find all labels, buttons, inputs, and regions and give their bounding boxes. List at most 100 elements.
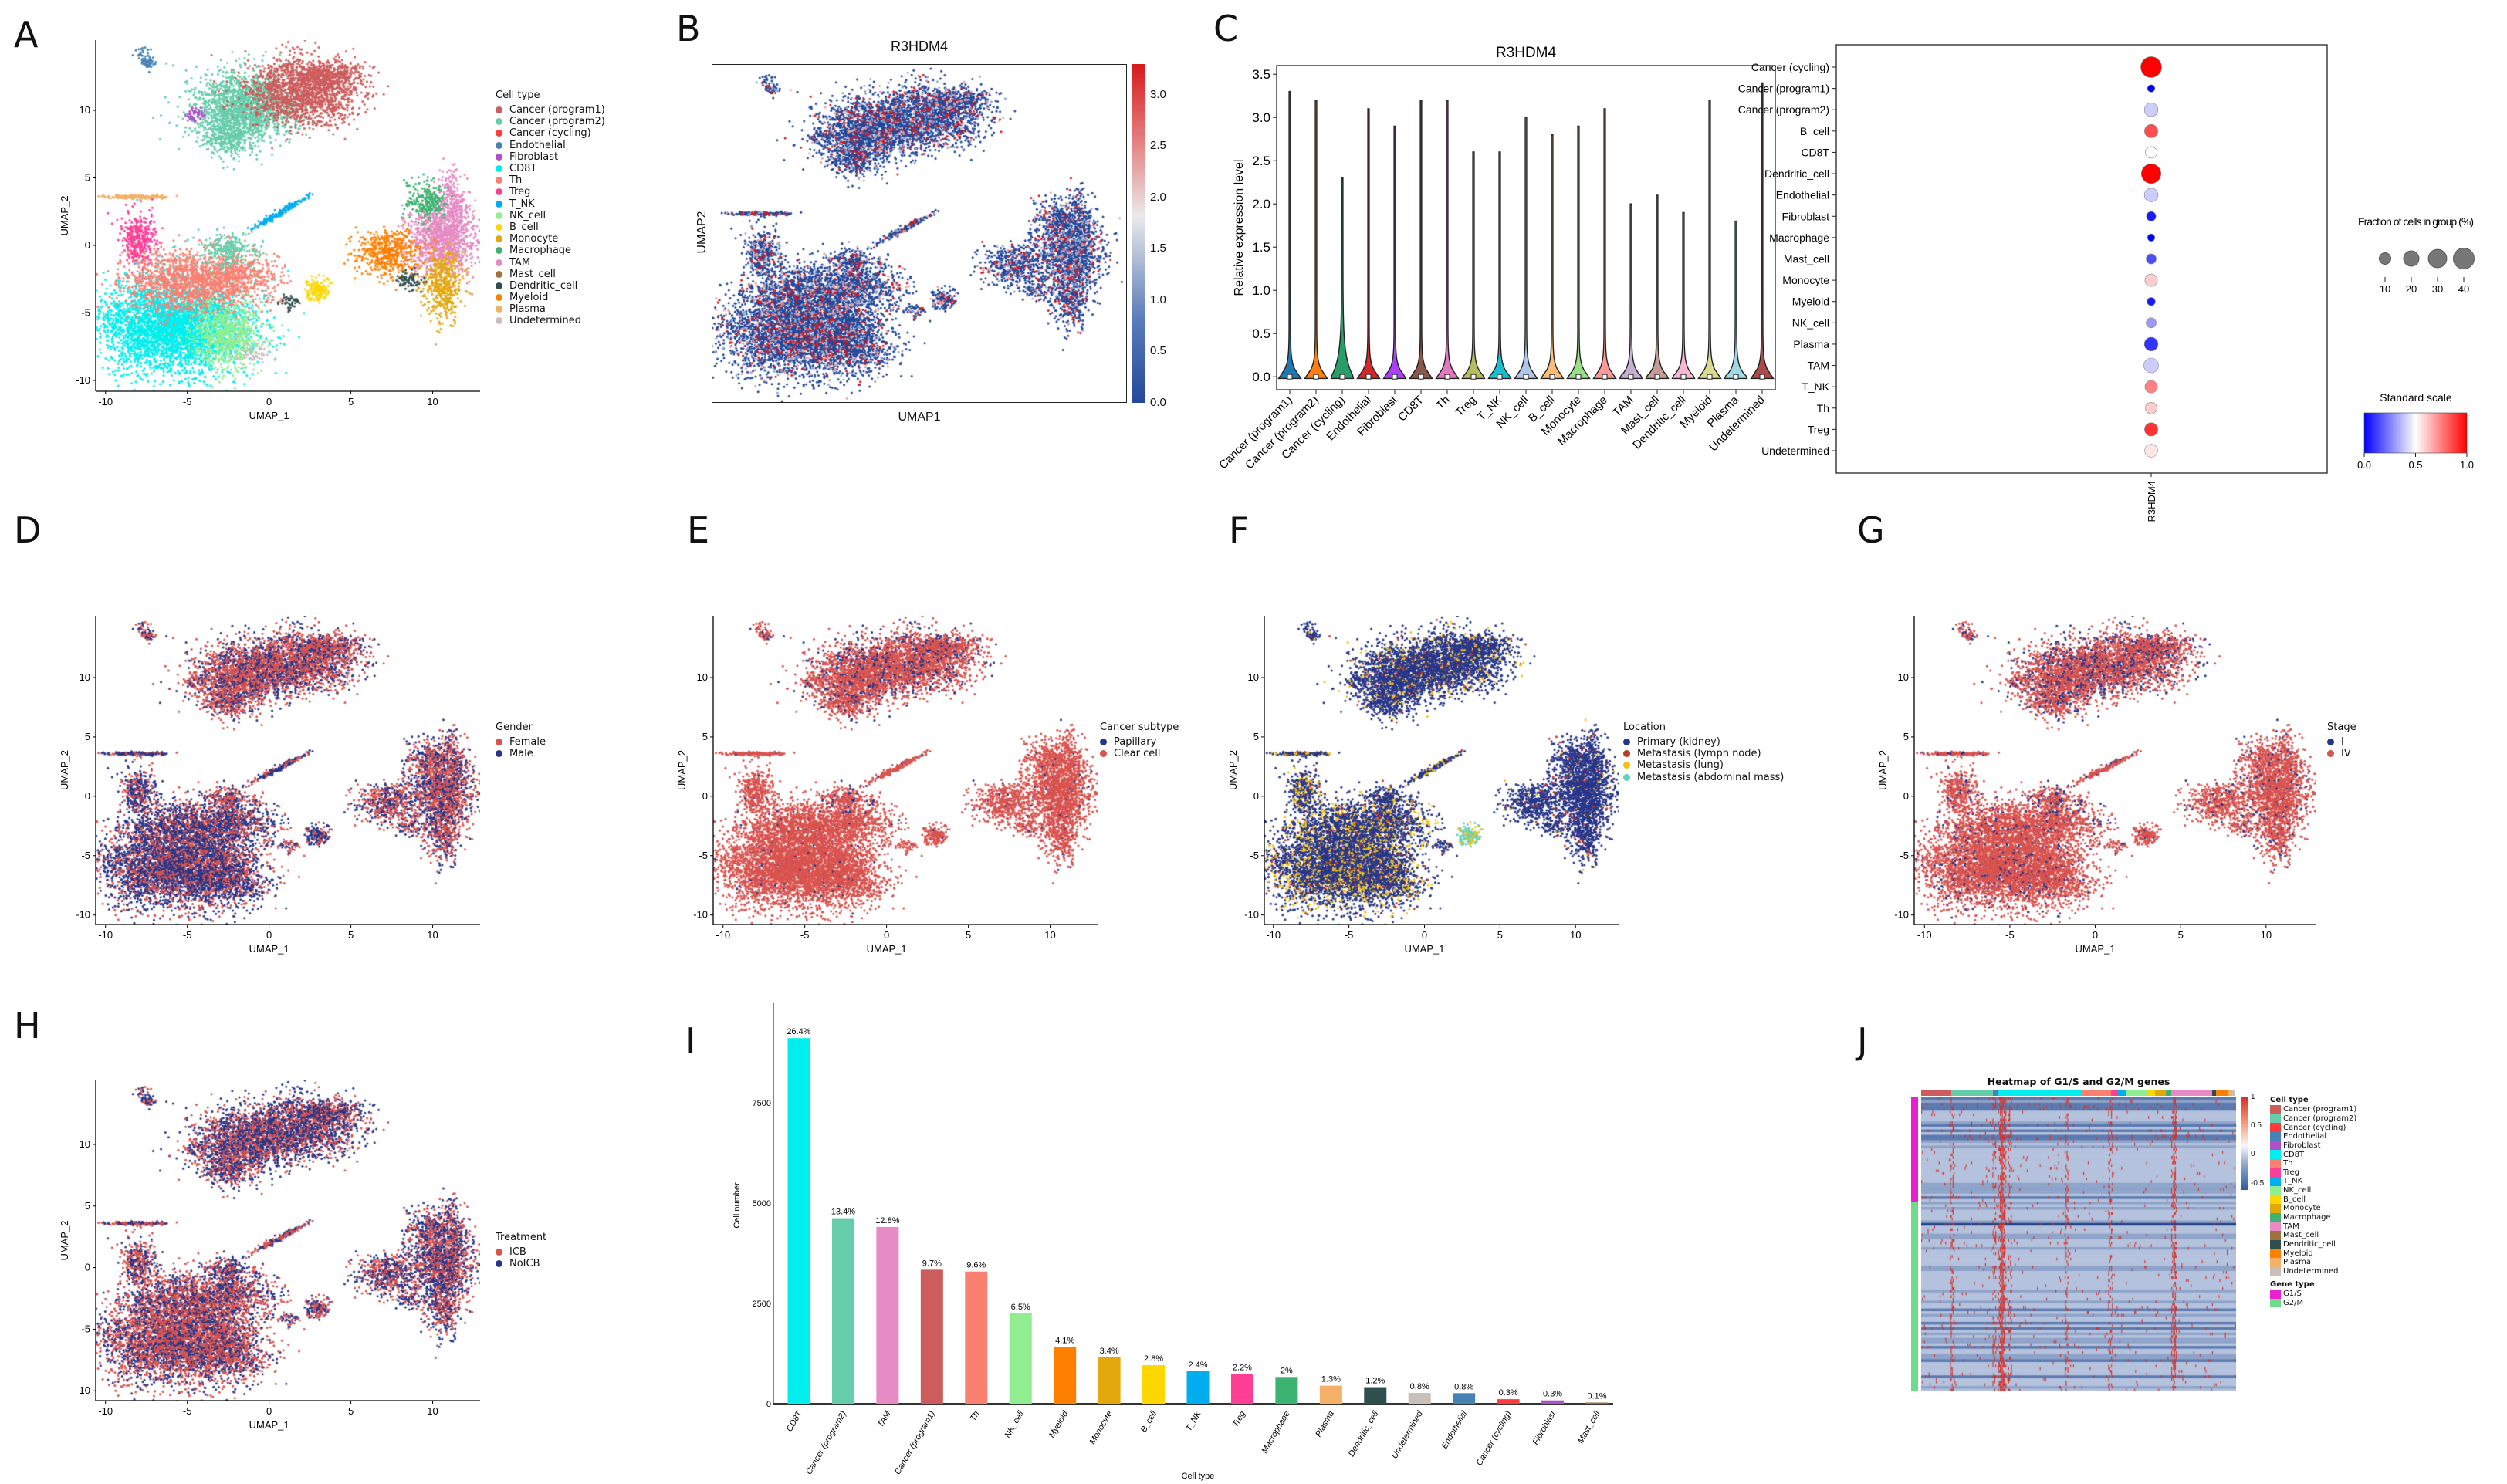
legend-swatch: [2270, 1195, 2281, 1205]
violin-median-box: [1313, 374, 1319, 380]
x-axis-label: UMAP_1: [1404, 943, 1444, 955]
dot-5: [2140, 164, 2162, 184]
y-tick-label: 2.5: [1252, 154, 1270, 168]
size-legend-dot: [2378, 252, 2392, 265]
violin-5: [1409, 100, 1433, 380]
legend-label: Mast_cell: [2283, 1231, 2319, 1240]
legend-label: Th: [509, 174, 523, 187]
x-tick-label: Monocyte: [1088, 1410, 1114, 1446]
bar-value-label: 26.4%: [787, 1027, 810, 1036]
legend-label: Cancer (cycling): [2283, 1123, 2346, 1132]
dot-17: [2144, 422, 2158, 437]
y-tick-label: Plasma: [1793, 338, 1829, 350]
violin-median-box: [1707, 374, 1713, 380]
y-tick-label: -10: [76, 374, 90, 386]
bar-4: [965, 1271, 988, 1404]
annotation-segment: [2118, 1090, 2126, 1096]
violin-0: [1277, 90, 1302, 380]
bar-10: [1230, 1374, 1254, 1404]
colorbar-tick-label: 2.5: [1150, 139, 1166, 153]
violin-median-box: [1392, 374, 1398, 380]
x-tick-label: Undetermined: [1390, 1409, 1425, 1461]
dot-7: [2146, 211, 2157, 221]
legend-title: Cancer subtype: [1100, 722, 1179, 733]
y-tick-label: 0.5: [1252, 326, 1270, 341]
legend-label: Cancer (program2): [2283, 1114, 2357, 1123]
legend-title: Cell type: [496, 90, 540, 101]
location-legend: Location Primary (kidney) Metastasis (lymp…: [1623, 722, 1784, 783]
panel-label-b: B: [676, 8, 701, 49]
legend-swatch: [2270, 1204, 2281, 1213]
dot-0: [2140, 56, 2162, 78]
legend-item: Cancer (program1): [496, 104, 605, 116]
bar-chart: 0 2500 5000 7500 Cell number 26.4% CD8T 13.4% Ca…: [732, 1003, 1613, 1481]
bar-5: [1009, 1313, 1032, 1404]
legend-swatch: [496, 235, 502, 243]
x-tick-label: -10: [98, 929, 113, 941]
violin-median-box: [1575, 374, 1582, 380]
bar-value-label: 2.2%: [1233, 1363, 1252, 1372]
x-tick-label: T_NK: [1184, 1409, 1203, 1433]
legend-label: Male: [509, 748, 533, 760]
bar-value-label: 13.4%: [831, 1208, 855, 1217]
y-tick-label: -10: [76, 909, 90, 921]
umap-points: [713, 616, 1098, 925]
legend-label: CD8T: [2283, 1150, 2305, 1159]
heatmap-colorbar-tick: -0.5: [2251, 1179, 2265, 1188]
bar-9: [1186, 1371, 1210, 1404]
umap-celltype-plot: -10 -5 0 5 10 10 5 0 -5 -10 UMAP_1 UMAP_2: [59, 40, 480, 421]
annotation-segment: [1998, 1090, 2082, 1096]
legend-swatch: [2270, 1114, 2281, 1124]
y-axis-label: Cell number: [732, 1182, 742, 1229]
violin-10: [1540, 134, 1565, 380]
legend-swatch: [2270, 1257, 2281, 1267]
legend-label: Dendritic_cell: [2283, 1239, 2336, 1249]
legend-item: Metastasis (abdominal mass): [1623, 772, 1784, 783]
y-tick-label: Th: [1817, 402, 1829, 414]
legend-label: B_cell: [509, 221, 539, 233]
legend-swatch: [2270, 1150, 2281, 1159]
bar-13: [1364, 1387, 1387, 1404]
legend-label: Cancer (program1): [509, 104, 605, 117]
x-tick-label: 10: [427, 929, 438, 941]
legend-swatch: [496, 188, 502, 196]
legend-label: Cancer (program2): [509, 116, 605, 128]
y-tick-label: -5: [81, 850, 90, 861]
y-tick-label: 2.0: [1252, 197, 1270, 211]
cell-type-legend-title: Cell type: [2270, 1096, 2309, 1104]
annotation-segment: [2211, 1090, 2216, 1096]
y-tick-label: 10: [1898, 671, 1909, 683]
legend-label: NoICB: [509, 1258, 540, 1270]
legend-swatch: [1100, 750, 1107, 758]
annotation-segment: [1993, 1090, 1998, 1096]
violin-9: [1514, 117, 1538, 380]
treatment-legend: Treatment ICB NoICB: [496, 1232, 546, 1269]
legend-label: Dendritic_cell: [509, 279, 578, 292]
legend-swatch: [1623, 762, 1630, 769]
legend-swatch: [2270, 1105, 2281, 1114]
umap-points: [1264, 616, 1619, 925]
y-axis-label: UMAP_2: [59, 1220, 70, 1260]
y-tick-label: -5: [81, 1323, 90, 1334]
y-axis-label: UMAP_2: [1877, 750, 1889, 790]
y-tick-label: 5: [1254, 731, 1259, 742]
x-tick-label: Endothelial: [1440, 1409, 1470, 1451]
panel-label-e: E: [687, 509, 710, 551]
x-tick-label: Dendritic_cell: [1347, 1409, 1381, 1459]
violin-14: [1645, 194, 1670, 380]
bar-value-label: 2.4%: [1188, 1361, 1207, 1370]
legend-label: Treg: [2283, 1168, 2300, 1177]
y-tick-label: 5: [85, 1200, 90, 1212]
legend-swatch: [496, 259, 502, 266]
x-tick-label: TAM: [876, 1409, 893, 1429]
x-tick-label: 5: [2178, 929, 2184, 941]
bar-11: [1275, 1377, 1298, 1404]
annotation-segment: [2082, 1090, 2112, 1096]
bar-value-label: 0.3%: [1499, 1388, 1518, 1398]
legend-swatch: [2270, 1168, 2281, 1178]
x-tick-label: -10: [98, 1405, 113, 1417]
umap-axes: -10 -5 0 5 10 10 5 0 -5 -10 UMAP_1 UMAP_2: [1877, 616, 2316, 955]
umap-axes: -10 -5 0 5 10 10 5 0 -5 -10 UMAP_1 UMAP_2: [59, 40, 480, 421]
heatmap-legend-item: Monocyte: [2270, 1204, 2356, 1213]
size-legend-label: 30: [2432, 283, 2443, 295]
